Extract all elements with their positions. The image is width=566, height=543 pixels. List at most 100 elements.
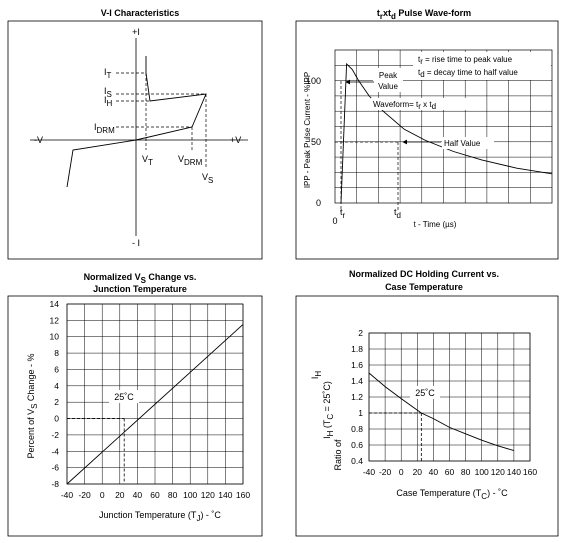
vs-ytick: 8 (54, 348, 59, 358)
pulse-waveform-bg (371, 98, 467, 110)
vs-title-line2: Junction Temperature (93, 284, 187, 294)
ih-xtick: -20 (379, 467, 392, 477)
ih-xtick: 20 (413, 467, 423, 477)
vi-vs-label: VS (202, 172, 213, 185)
ih-xtick: 40 (429, 467, 439, 477)
pulse-peak-bg (373, 68, 403, 92)
vs-line (66, 324, 244, 485)
vs-xtick: 160 (236, 490, 250, 500)
ih-ytick: 1.6 (351, 360, 363, 370)
pulse-tr-label: tr (340, 207, 346, 220)
vi-title: V-I Characteristics (101, 8, 180, 18)
vs-xtick: -20 (78, 490, 91, 500)
vs-ytick: -8 (51, 479, 59, 489)
ih-xtick: 140 (507, 467, 521, 477)
pulse-title: trxtd Pulse Wave-form (377, 8, 471, 21)
vs-panel: Normalized VS Change vs. Junction Temper… (7, 272, 263, 537)
pulse-peak-label-2: Value (378, 82, 398, 91)
vi-curve (66, 56, 207, 188)
vi-vt-label: VT (142, 154, 153, 167)
vs-ytick: 0 (54, 414, 59, 424)
vi-vdrm-label: VDRM (178, 154, 203, 167)
vs-xtick: -40 (61, 490, 74, 500)
vs-annotation: 25˚C (114, 392, 134, 402)
ih-ytick: 0.4 (351, 456, 363, 466)
pulse-ylabel: IPP - Peak Pulse Current - %IPP (303, 72, 312, 188)
ih-frame (295, 295, 559, 537)
vs-xtick: 20 (115, 490, 125, 500)
pulse-peak-label-1: Peak (379, 71, 398, 80)
ih-ytick: 1 (358, 408, 363, 418)
vs-xtick: 140 (218, 490, 232, 500)
vi-idrm-label: IDRM (94, 122, 115, 135)
ih-ytick: 2 (358, 328, 363, 338)
pulse-half-label: Half Value (444, 139, 481, 148)
ih-ytick: 1.4 (351, 376, 363, 386)
pulse-waveform-label: Waveform= tr x td (373, 100, 436, 111)
pulse-panel: trxtd Pulse Wave-form 100 50 0 0 IPP - P… (295, 8, 559, 260)
vs-ytick: -2 (51, 430, 59, 440)
pulse-tick-50: 50 (311, 137, 321, 147)
pulse-frame (295, 20, 559, 260)
vs-ylabel: Percent of VS Change - % (26, 354, 39, 459)
pulse-origin-label: 0 (332, 216, 337, 226)
pulse-tick-100: 100 (306, 76, 321, 86)
vs-xlabel: Junction Temperature (TJ) - ˚C (99, 510, 221, 523)
pulse-curve (340, 62, 553, 204)
pulse-td-label: td (394, 207, 401, 220)
ih-xtick: 100 (475, 467, 489, 477)
vs-annotation-bg (109, 390, 139, 403)
ih-curve (368, 372, 515, 452)
ih-panel: Normalized DC Holding Current vs. Case T… (295, 269, 559, 537)
vs-xtick: 80 (168, 490, 178, 500)
ih-ylabel-bottom: Ratio of (333, 439, 343, 471)
vi-plus-v: +V (230, 135, 241, 145)
vi-is-label: IS (104, 86, 112, 99)
vs-xtick: 100 (183, 490, 197, 500)
vi-plus-i: +I (132, 27, 140, 37)
ih-grid (368, 332, 531, 462)
ih-ytick: 0.6 (351, 440, 363, 450)
vi-frame (7, 20, 263, 260)
ih-xlabel: Case Temperature (TC) - ˚C (396, 488, 508, 501)
vs-ytick: 10 (50, 332, 60, 342)
ih-xtick: 0 (399, 467, 404, 477)
vs-ytick: 6 (54, 364, 59, 374)
vs-ytick: 14 (50, 299, 60, 309)
ih-ytick: 1.2 (351, 392, 363, 402)
pulse-note-bg (413, 52, 551, 80)
ih-xtick: 60 (445, 467, 455, 477)
pulse-note-tr: tr = rise time to peak value (418, 55, 513, 66)
pulse-xlabel: t - Time (µs) (414, 220, 457, 229)
ih-ylabel-top: IH (310, 371, 323, 380)
vs-ytick: 12 (50, 315, 60, 325)
pulse-tick-0: 0 (316, 198, 321, 208)
vs-frame (7, 295, 263, 537)
ih-xtick: 80 (461, 467, 471, 477)
vi-minus-v: -V (34, 135, 43, 145)
ih-xtick: -40 (363, 467, 376, 477)
vi-ih-label: IH (104, 95, 113, 108)
vs-ytick: 4 (54, 381, 59, 391)
ih-xtick: 120 (491, 467, 505, 477)
vs-xtick: 120 (201, 490, 215, 500)
ih-ytick: 0.8 (351, 424, 363, 434)
ih-ylabel-middle: IH (TC = 25˚C) (322, 381, 335, 439)
vs-grid (66, 303, 244, 485)
vs-xtick: 0 (100, 490, 105, 500)
vs-ytick: -4 (51, 446, 59, 456)
vs-ytick: 2 (54, 397, 59, 407)
vs-ticks: -40 -20 0 20 40 60 80 100 120 140 160-8-6-4-202468… (50, 299, 251, 500)
vs-ytick: -6 (51, 463, 59, 473)
vi-it-label: IT (104, 67, 112, 80)
ih-annotation: 25˚C (415, 388, 435, 398)
vs-xtick: 40 (133, 490, 143, 500)
vs-xtick: 60 (150, 490, 160, 500)
ih-annotation-bg (410, 386, 440, 399)
ih-title-line2: Case Temperature (385, 282, 463, 292)
ih-ticks: -40 -20 0 20 40 60 80 100 120 140 160 0.4 0.6 0.8 1 1.2… (351, 328, 537, 477)
pulse-note-td: td = decay time to half value (418, 68, 518, 79)
pulse-half-bg (442, 137, 494, 149)
vi-minus-i: - I (132, 238, 140, 248)
